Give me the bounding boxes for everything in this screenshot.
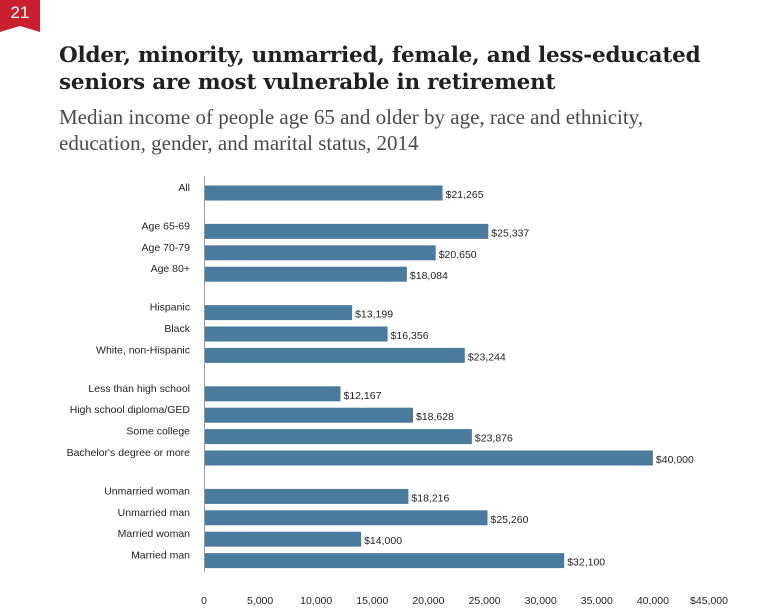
chart-title-line-2: seniors are most vulnerable in retiremen…	[59, 70, 556, 95]
data-label: $12,167	[344, 390, 382, 402]
bar	[204, 488, 409, 504]
bar	[204, 531, 362, 547]
x-tick-label: 35,000	[581, 595, 613, 607]
x-tick-label: 15,000	[356, 595, 388, 607]
figure-number-badge: 21	[0, 0, 40, 32]
data-label: $13,199	[355, 309, 393, 321]
data-label: $16,356	[391, 330, 429, 342]
bar	[204, 386, 341, 402]
category-label: Bachelor's degree or more	[67, 447, 191, 459]
category-label: Some college	[126, 426, 190, 438]
bar	[204, 185, 443, 201]
category-label: Married man	[131, 550, 190, 562]
category-label: All	[178, 182, 190, 194]
chart-subtitle-line-2: education, gender, and marital status, 2…	[59, 131, 419, 155]
bar	[204, 245, 436, 261]
chart-title: Older, minority, unmarried, female, and …	[59, 42, 759, 96]
x-tick-label: 5,000	[247, 595, 273, 607]
bar	[204, 223, 489, 239]
category-label: Black	[164, 323, 190, 335]
data-label: $20,650	[439, 249, 477, 261]
category-label: Married woman	[118, 528, 191, 540]
bar	[204, 510, 488, 526]
bar	[204, 553, 565, 569]
data-label: $18,216	[411, 492, 449, 504]
data-label: $18,084	[410, 270, 448, 282]
chart-title-line-1: Older, minority, unmarried, female, and …	[59, 43, 701, 68]
category-label: Age 80+	[151, 263, 190, 275]
category-label: Hispanic	[150, 302, 190, 314]
bar	[204, 266, 407, 282]
category-label: Age 65-69	[142, 220, 191, 232]
data-label: $25,337	[491, 227, 529, 239]
badge-shape	[0, 0, 40, 32]
bar	[204, 429, 472, 445]
data-label: $14,000	[364, 535, 402, 547]
category-label: High school diploma/GED	[70, 404, 191, 416]
chart-subtitle: Median income of people age 65 and older…	[59, 104, 759, 156]
figure-number: 21	[10, 3, 30, 22]
x-tick-label: 25,000	[469, 595, 501, 607]
data-label: $25,260	[491, 514, 529, 526]
x-tick-label: $45,000	[690, 595, 728, 607]
data-label: $32,100	[567, 557, 605, 569]
category-label: Less than high school	[88, 383, 190, 395]
data-label: $40,000	[656, 454, 694, 466]
x-tick-label: 10,000	[300, 595, 332, 607]
data-label: $21,265	[446, 189, 484, 201]
category-label: Age 70-79	[142, 242, 191, 254]
bar	[204, 305, 353, 321]
x-tick-label: 40,000	[637, 595, 669, 607]
data-label: $23,876	[475, 433, 513, 445]
category-label: White, non-Hispanic	[96, 344, 190, 356]
chart-subtitle-line-1: Median income of people age 65 and older…	[59, 105, 644, 129]
category-label: Unmarried woman	[104, 485, 190, 497]
category-label: Unmarried man	[118, 507, 191, 519]
x-tick-label: 20,000	[412, 595, 444, 607]
data-label: $23,244	[468, 351, 506, 363]
x-tick-label: 0	[201, 595, 207, 607]
data-label: $18,628	[416, 411, 454, 423]
bar	[204, 326, 388, 342]
bar	[204, 347, 465, 363]
x-tick-label: 30,000	[525, 595, 557, 607]
bar	[204, 407, 413, 423]
bar	[204, 450, 653, 466]
